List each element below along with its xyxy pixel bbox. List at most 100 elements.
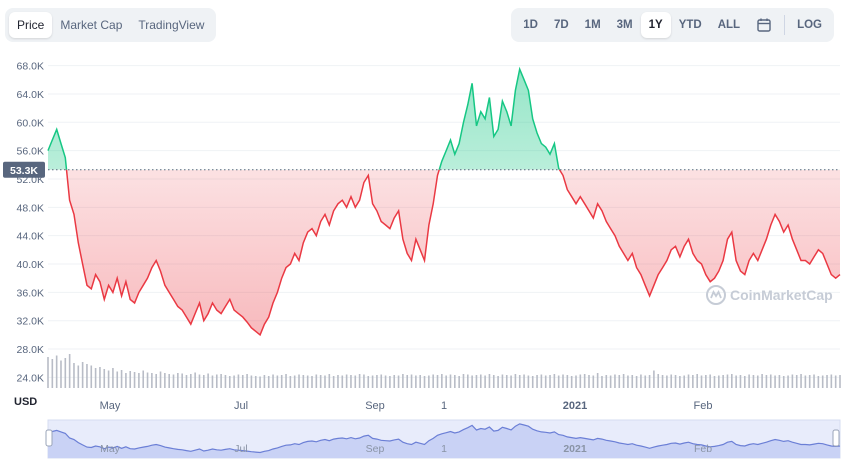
- volume-bar: [380, 374, 383, 388]
- volume-bar: [761, 374, 763, 388]
- volume-bar: [311, 376, 313, 388]
- volume-bar: [315, 374, 318, 388]
- volume-bar: [241, 375, 244, 388]
- watermark-text: CoinMarketCap: [730, 287, 833, 303]
- volume-bar: [839, 375, 841, 388]
- volume-bar: [103, 369, 106, 388]
- volume-bar: [276, 375, 279, 388]
- volume-bar: [306, 375, 309, 388]
- volume-bar: [653, 370, 655, 388]
- volume-bar: [146, 372, 149, 388]
- volume-bar: [826, 375, 828, 388]
- volume-bar: [328, 374, 331, 388]
- log-toggle[interactable]: LOG: [797, 19, 822, 31]
- baseline-badge: [3, 161, 45, 178]
- volume-bar: [272, 374, 274, 388]
- volume-bar: [177, 373, 179, 388]
- volume-bar: [627, 375, 629, 388]
- volume-bar: [510, 375, 512, 388]
- volume-bar: [86, 364, 88, 388]
- price-area-up: [48, 69, 560, 170]
- volume-bar: [73, 363, 75, 388]
- volume-bar: [142, 370, 145, 388]
- volume-bar: [596, 373, 599, 388]
- volume-bar: [363, 374, 365, 388]
- volume-bar: [748, 374, 750, 388]
- tab-market-cap[interactable]: Market Cap: [60, 18, 123, 32]
- y-tick-label: 60.0K: [17, 117, 44, 129]
- volume-bar: [731, 374, 733, 388]
- range-1d[interactable]: 1D: [523, 19, 538, 31]
- volume-bar: [817, 376, 820, 388]
- range-1y[interactable]: 1Y: [640, 12, 671, 38]
- volume-bar: [536, 375, 538, 388]
- volume-bar: [254, 376, 257, 388]
- volume-bar: [190, 374, 192, 388]
- volume-bar: [107, 370, 110, 388]
- volume-bar: [237, 374, 240, 388]
- range-ytd[interactable]: YTD: [678, 19, 702, 31]
- navigator-handle-left[interactable]: [45, 429, 53, 447]
- volume-bar: [172, 374, 175, 388]
- volume-bar: [540, 374, 543, 388]
- volume-bar: [471, 375, 473, 388]
- volume-bar: [263, 375, 266, 388]
- navigator-tick-label: May: [100, 443, 121, 455]
- volume-bar: [432, 374, 434, 388]
- volume-bar: [233, 375, 235, 388]
- price-line-up: [47, 66, 561, 170]
- volume-bar: [722, 375, 724, 388]
- volume-bar: [756, 375, 759, 388]
- volume-bar: [224, 375, 227, 388]
- volume-bar: [705, 375, 707, 388]
- volume-bar: [207, 373, 209, 388]
- y-tick-label: 44.0K: [17, 231, 44, 243]
- volume-bar: [514, 374, 517, 388]
- calendar-button[interactable]: [748, 12, 780, 38]
- price-line-down: [65, 169, 841, 337]
- volume-bar: [557, 375, 560, 388]
- volume-bar: [246, 374, 248, 388]
- volume-bar: [739, 375, 742, 388]
- tab-price[interactable]: Price: [9, 12, 53, 38]
- navigator-handle-right[interactable]: [832, 429, 840, 447]
- volume-bar: [319, 375, 322, 388]
- volume-bar: [782, 376, 785, 388]
- volume-bar: [129, 371, 132, 388]
- volume-bar: [700, 375, 703, 388]
- volume-bar: [791, 374, 794, 388]
- volume-bar: [337, 375, 339, 388]
- volume-bar: [588, 375, 590, 388]
- volume-bar: [692, 375, 694, 388]
- volume-bar: [345, 374, 348, 388]
- navigator-area: [48, 423, 840, 458]
- volume-bar: [735, 375, 737, 388]
- price-area-down: [48, 169, 840, 335]
- volume-bar: [406, 375, 409, 388]
- range-3m[interactable]: 3M: [616, 19, 633, 31]
- volume-bar: [436, 375, 439, 388]
- range-7d[interactable]: 7D: [553, 19, 569, 31]
- volume-bar: [804, 375, 807, 388]
- volume-bar: [259, 376, 261, 388]
- y-tick-label: 52.0K: [17, 174, 44, 186]
- volume-bar: [410, 374, 413, 388]
- tab-tradingview[interactable]: TradingView: [138, 18, 205, 32]
- range-all[interactable]: ALL: [717, 19, 741, 31]
- volume-bar: [657, 374, 660, 388]
- volume-bar: [795, 375, 798, 388]
- volume-bar: [609, 375, 612, 388]
- volume-bar: [709, 374, 711, 388]
- volume-bar: [683, 375, 685, 388]
- volume-bar: [774, 375, 776, 388]
- range-1m[interactable]: 1M: [584, 19, 601, 31]
- volume-bar: [350, 375, 352, 388]
- volume-bar: [743, 376, 746, 388]
- volume-bar: [679, 376, 681, 388]
- y-tick-label: 28.0K: [17, 344, 44, 356]
- volume-bar: [687, 374, 690, 388]
- volume-bar: [419, 375, 421, 388]
- coinmarketcap-logo-icon: [706, 285, 726, 305]
- x-tick-label: Jul: [234, 400, 248, 412]
